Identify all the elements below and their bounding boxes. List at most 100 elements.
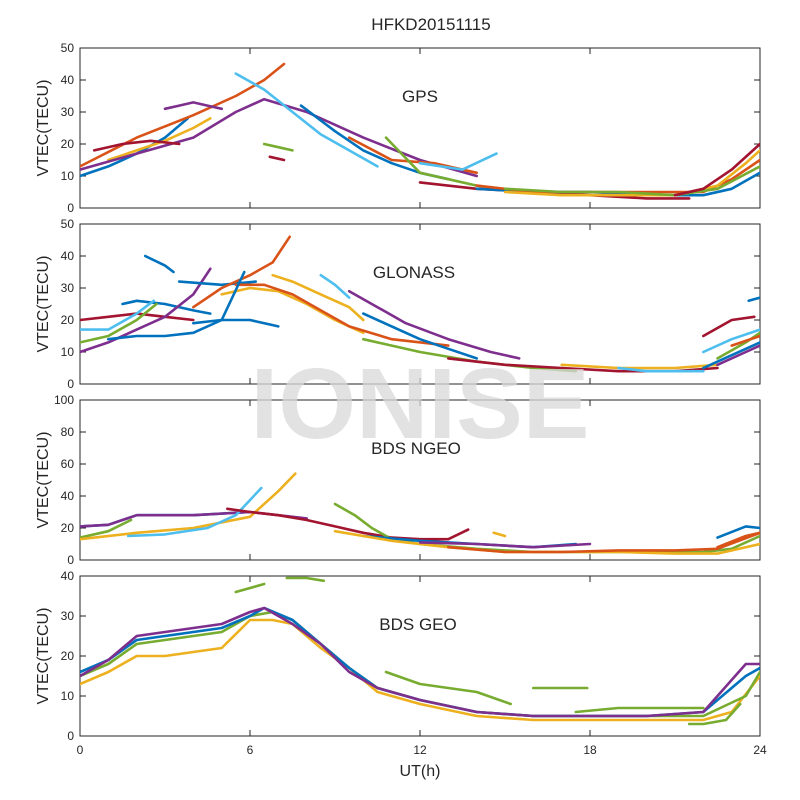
bds-geo-series-line-7 [384,670,512,706]
x-axis-label: UT(h) [400,763,441,780]
bds-geo-x-tick-label: 18 [583,743,597,757]
gps-series-line-6 [234,72,379,168]
bds-ngeo-series-line-6 [226,507,470,541]
gps-panel-label: GPS [402,87,438,106]
bds-ngeo-series-line-14 [716,531,760,549]
glonass-y-tick-label: 0 [67,377,74,391]
gps-series-line-18 [262,142,294,152]
glonass-series-line-7 [177,280,257,287]
gps-series-line-11 [418,181,691,200]
glonass-series-line-22 [702,341,760,370]
glonass-series-line-5 [80,302,158,344]
bds-geo-series-line-6 [80,606,760,718]
bds-ngeo-panel-label: BDS NGEO [371,439,461,458]
bds-ngeo-series-line-7 [333,502,760,554]
bds-ngeo-y-tick-label: 0 [67,553,74,567]
glonass-series-line-4 [80,299,155,331]
glonass-series-line-27 [730,334,760,347]
panel-gps: 0 10 20 30 40 50 VTEC(TECU) GPS [35,41,761,215]
bds-geo-x-tick-label: 12 [413,743,427,757]
bds-ngeo-y-axis-label: VTEC(TECU) [35,432,52,529]
glonass-series-line-25 [716,331,760,360]
gps-y-tick-label: 40 [61,73,75,87]
bds-geo-y-axis-label: VTEC(TECU) [35,608,52,705]
gps-series-group [80,62,760,200]
bds-geo-y-tick-label: 20 [61,649,75,663]
gps-series-line-16 [673,142,760,197]
glonass-series-line-14 [271,273,365,322]
gps-series-line-15 [503,165,760,197]
glonass-y-axis-label: VTEC(TECU) [35,256,52,353]
glonass-series-line-24 [702,315,756,338]
bds-ngeo-y-tick-label: 100 [54,393,74,407]
bds-geo-series-group [80,576,760,726]
panel-bds-ngeo: 0 20 40 60 80 100 VTEC(TECU) BDS NGEO [35,393,761,567]
gps-y-tick-label: 50 [61,41,75,55]
glonass-series-line-6 [143,254,175,274]
glonass-series-line-13 [319,273,351,299]
gps-y-tick-label: 30 [61,105,75,119]
bds-geo-y-tick-label: 30 [61,609,75,623]
bds-geo-series-line-10 [687,702,742,726]
glonass-y-tick-label: 20 [61,313,75,327]
bds-geo-y-tick-label: 0 [67,729,74,743]
glonass-series-line-2 [121,299,212,315]
bds-geo-x-tick-label: 6 [247,743,254,757]
glonass-series-line-20 [617,366,705,373]
bds-ngeo-plot-area [79,399,761,561]
glonass-series-line-8 [192,235,291,309]
gps-y-tick-label: 10 [61,169,75,183]
bds-geo-panel-label: BDS GEO [379,615,456,634]
bds-geo-y-tick-label: 40 [61,569,75,583]
bds-ngeo-series-line-12 [492,531,507,538]
glonass-series-line-3 [80,267,212,354]
bds-geo-series-line-1 [234,582,266,594]
bds-geo-x-tick-label: 24 [753,743,767,757]
glonass-panel-label: GLONASS [373,263,455,282]
glonass-y-tick-label: 40 [61,249,75,263]
glonass-series-line-12 [107,270,246,341]
bds-ngeo-y-tick-label: 80 [61,425,75,439]
glonass-series-line-11 [192,318,280,328]
glonass-series-line-16 [362,312,478,360]
gps-series-line-17 [163,101,223,111]
glonass-series-line-23 [716,344,760,367]
glonass-y-tick-label: 30 [61,281,75,295]
bds-geo-series-line-2 [285,576,325,583]
bds-ngeo-series-line-5 [126,486,263,538]
gps-y-tick-label: 0 [67,201,74,215]
bds-ngeo-series-line-11 [447,531,760,554]
gps-series-line-5 [92,139,181,152]
glonass-y-tick-label: 10 [61,345,75,359]
gps-plot-area [79,47,761,209]
bds-ngeo-series-line-13 [716,525,760,539]
bds-geo-x-tick-label: 0 [77,743,84,757]
glonass-series-line-26 [747,296,760,303]
bds-ngeo-y-tick-label: 40 [61,489,75,503]
panel-glonass: 0 10 20 30 40 50 VTEC(TECU) GLONASS [35,217,761,391]
glonass-series-group [80,235,760,373]
bds-ngeo-series-group [80,472,760,555]
bds-ngeo-y-tick-label: 20 [61,521,75,535]
bds-geo-plot-area [79,575,761,737]
glonass-series-line-19 [560,363,719,370]
bds-geo-y-tick-label: 10 [61,689,75,703]
gps-series-line-3 [107,117,212,162]
figure-title: HFKD20151115 [371,15,490,34]
gps-series-line-13 [475,158,760,194]
glonass-y-tick-label: 50 [61,217,75,231]
bds-geo-series-line-9 [574,706,705,714]
gps-series-line-10 [418,152,498,171]
bds-ngeo-y-tick-label: 60 [61,457,75,471]
glonass-series-line-10 [234,283,450,347]
bds-ngeo-series-line-10 [418,541,592,549]
glonass-series-line-15 [347,289,521,360]
watermark-text: IONISE [251,348,590,460]
gps-y-tick-label: 20 [61,137,75,151]
gps-series-line-19 [268,155,286,162]
panel-bds-geo: 0 6 12 18 24 0 10 20 30 40 VTEC(TECU) BDS GEO [35,569,767,757]
gps-y-axis-label: VTEC(TECU) [35,80,52,177]
bds-ngeo-series-line-3 [80,518,133,539]
glonass-series-line-21 [702,328,760,354]
